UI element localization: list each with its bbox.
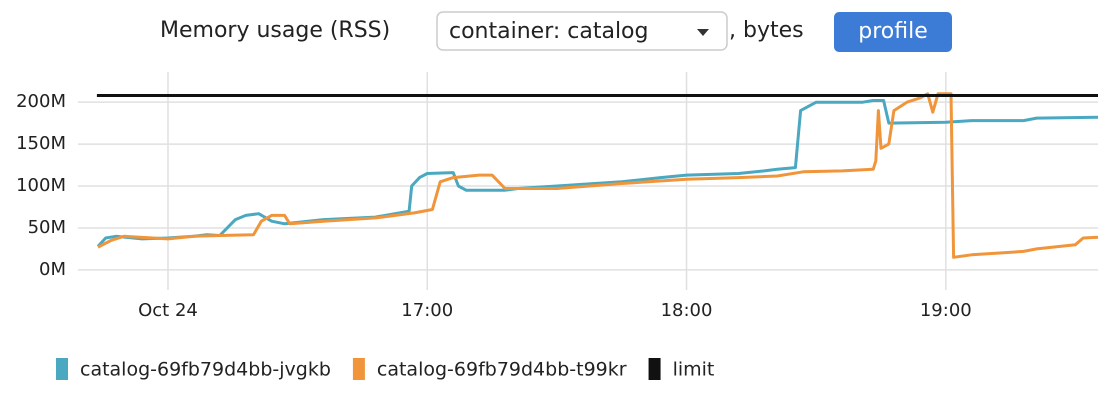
y-tick-label: 0M [39,259,66,280]
legend-label: catalog-69fb79d4bb-jvgkb [80,359,331,381]
y-tick-label: 150M [16,133,66,154]
series-line [96,99,1099,248]
x-tick-label: 18:00 [661,300,713,321]
plot-area [78,72,1098,290]
series-line [97,92,1099,259]
dropdown-caret[interactable] [697,29,709,36]
unit-label: , bytes [729,18,804,43]
legend-label: catalog-69fb79d4bb-t99kr [377,359,627,381]
x-tick-label: 19:00 [920,300,972,321]
y-tick-label: 200M [16,91,66,112]
dropdown-label[interactable]: container: catalog [449,19,648,44]
legend-swatch [648,358,661,380]
legend-label: limit [673,359,715,381]
x-tick-label: 17:00 [401,300,453,321]
header: Memory usage (RSS) container: catalog , … [160,11,952,52]
legend: catalog-69fb79d4bb-jvgkb catalog-69fb79d4… [56,358,714,381]
container-dropdown[interactable] [436,11,728,51]
profile-button[interactable] [834,12,952,52]
legend-swatch [352,358,365,380]
legend-swatch [56,358,68,380]
x-tick-label: Oct 24 [138,300,198,321]
y-tick-label: 50M [28,217,66,238]
profile-button-label[interactable]: profile [858,19,928,44]
chart-title: Memory usage (RSS) [160,18,390,43]
y-tick-label: 100M [16,175,66,196]
